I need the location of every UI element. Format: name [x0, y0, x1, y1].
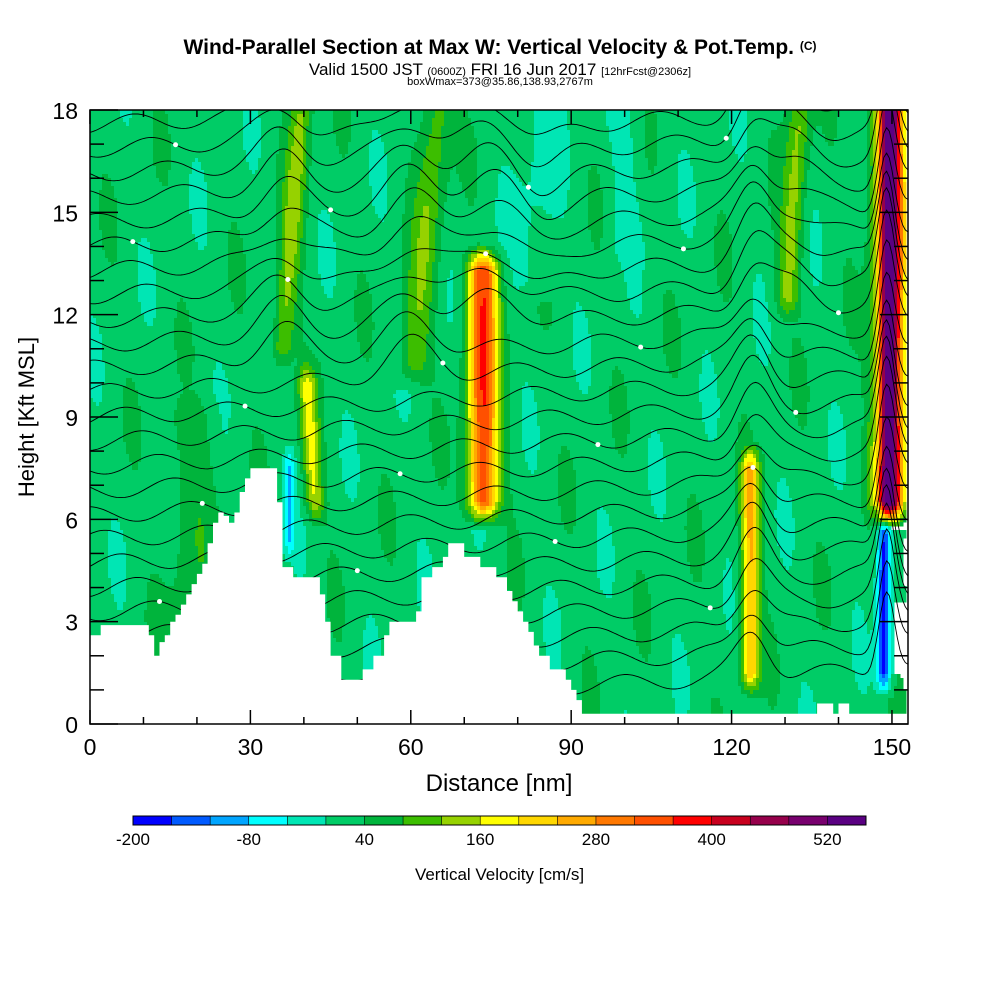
colorbar-swatch: [364, 816, 404, 825]
y-tick-label: 15: [52, 200, 78, 226]
contour-label-marker: [638, 344, 644, 350]
colorbar-swatch: [750, 816, 790, 825]
y-tick-label: 0: [65, 712, 78, 738]
theta-contour: [90, 110, 908, 205]
y-tick-label: 18: [52, 98, 78, 124]
x-tick-label: 30: [238, 734, 264, 760]
theta-contour: [90, 239, 908, 376]
contour-label-marker: [483, 251, 489, 257]
colorbar-swatch: [325, 816, 365, 825]
colorbar: -200 -80 40 160 280 400 520 Vertical Velocity […: [116, 815, 867, 884]
colorbar-title: Vertical Velocity [cm/s]: [415, 865, 584, 884]
terrain-mask: [90, 468, 908, 724]
colorbar-swatch: [171, 816, 211, 825]
colorbar-tick-label: 40: [355, 830, 374, 849]
contour-label-marker: [157, 598, 163, 604]
theta-contour: [90, 335, 908, 475]
forecast-info: [12hrFcst@2306z]: [601, 66, 692, 78]
theta-contour: [90, 186, 908, 328]
valid-date: FRI 16 Jun 2017: [470, 60, 597, 79]
colorbar-swatch: [210, 816, 250, 825]
colorbar-tick-label: 160: [466, 830, 494, 849]
contour-label-marker: [397, 471, 403, 477]
contour-label-marker: [440, 360, 446, 366]
theta-contour: [90, 152, 908, 278]
theta-contour: [90, 0, 908, 105]
contour-label-marker: [723, 135, 729, 141]
colorbar-swatch: [287, 816, 327, 825]
colorbar-frame: [132, 815, 867, 826]
colorbar-swatch: [133, 816, 172, 825]
colorbar-swatch: [634, 816, 674, 825]
colorbar-swatch: [403, 816, 443, 825]
contour-label-marker: [552, 538, 558, 544]
colorbar-swatch: [788, 816, 828, 825]
theta-contour: [90, 355, 908, 499]
theta-contour: [90, 209, 908, 352]
x-tick-label: 0: [84, 734, 97, 760]
valid-zulu: (0600Z): [427, 66, 466, 78]
contour-label-marker: [793, 409, 799, 415]
theta-contour: [90, 110, 908, 182]
x-tick-label: 90: [558, 734, 584, 760]
contour-label-marker: [199, 500, 205, 506]
colorbar-swatch: [673, 816, 713, 825]
boxwmax-line: boxWmax=373@35.86,138.93,2767m: [407, 76, 593, 88]
chart-title: Wind-Parallel Section at Max W: Vertical…: [183, 36, 817, 59]
y-tick-label: 6: [65, 507, 78, 533]
x-tick-label: 60: [398, 734, 424, 760]
colorbar-swatch: [595, 816, 635, 825]
contour-label-marker: [354, 568, 360, 574]
contour-label-marker: [707, 605, 713, 611]
contour-label-marker: [680, 246, 686, 252]
theta-contour: [90, 170, 908, 305]
colorbar-tick-label: 280: [582, 830, 610, 849]
theta-contour: [90, 319, 908, 451]
contour-label-marker: [525, 184, 531, 190]
contour-label-marker: [750, 464, 756, 470]
colorbar-tick-label: 400: [697, 830, 725, 849]
colorbar-tick-label: -80: [236, 830, 261, 849]
colorbar-tick-label: 520: [813, 830, 841, 849]
colorbar-swatch: [518, 816, 558, 825]
y-tick-label: 9: [65, 405, 78, 431]
colorbar-swatch: [711, 816, 751, 825]
colorbar-swatch: [480, 816, 520, 825]
y-tick-label: 12: [52, 303, 78, 329]
contour-label-marker: [285, 277, 291, 283]
contour-label-marker: [130, 239, 136, 245]
theta-contours: [90, 0, 908, 716]
contour-label-marker: [173, 142, 179, 148]
x-axis-title: Distance [nm]: [426, 770, 573, 797]
theta-contour: [90, 110, 908, 158]
theta-contour: [90, 383, 908, 522]
x-tick-label: 120: [712, 734, 750, 760]
x-tick-label: 150: [873, 734, 911, 760]
y-tick-label: 3: [65, 610, 78, 636]
copyright-mark: (C): [799, 39, 817, 53]
colorbar-swatch: [827, 816, 867, 825]
theta-contour: [90, 126, 908, 252]
colorbar-tick-label: -200: [116, 830, 150, 849]
theta-contour: [90, 271, 908, 399]
y-axis-title: Height [Kft MSL]: [14, 337, 39, 497]
contour-label-marker: [595, 442, 601, 448]
contour-label-marker: [242, 403, 248, 409]
theta-contour: [90, 110, 908, 229]
contour-label-marker: [328, 207, 334, 213]
colorbar-swatch: [557, 816, 597, 825]
contour-label-marker: [835, 310, 841, 316]
valid-time-line: Valid 1500 JST (0600Z) FRI 16 Jun 2017 […: [308, 60, 692, 79]
theta-contour: [90, 299, 908, 423]
colorbar-swatch: [248, 816, 288, 825]
colorbar-swatch: [441, 816, 481, 825]
